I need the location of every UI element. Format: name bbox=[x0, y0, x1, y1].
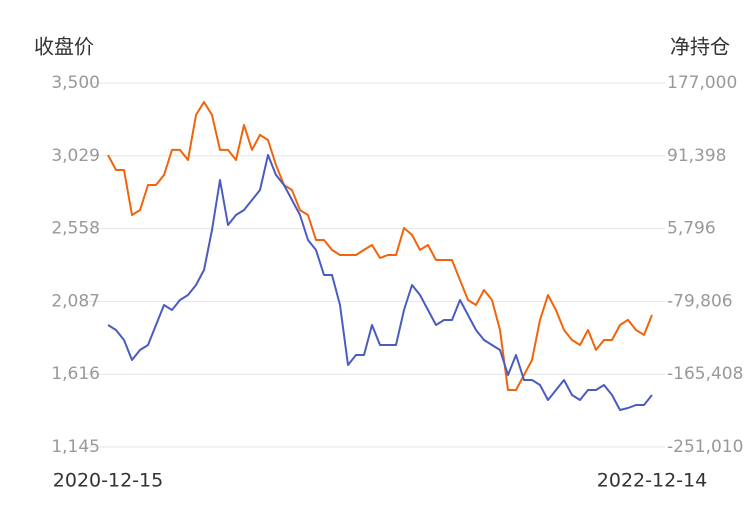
y2-tick-label: 5,796 bbox=[667, 219, 716, 239]
y-tick-label: 2,558 bbox=[51, 219, 100, 239]
y-tick-label: 1,616 bbox=[51, 364, 100, 384]
y2-tick-label: 91,398 bbox=[667, 146, 726, 166]
y2-tick-label: 177,000 bbox=[667, 73, 737, 93]
y2-tick-label: -251,010 bbox=[667, 437, 743, 457]
x-tick-label: 2020-12-15 bbox=[53, 470, 163, 492]
y-tick-label: 2,087 bbox=[51, 291, 100, 311]
y-tick-label: 1,145 bbox=[51, 437, 100, 457]
y-axis-title: 收盘价 bbox=[34, 35, 94, 59]
y-tick-label: 3,029 bbox=[51, 146, 100, 166]
y-tick-label: 3,500 bbox=[51, 73, 100, 93]
y2-tick-label: -79,806 bbox=[667, 291, 733, 311]
series-line bbox=[107, 154, 653, 411]
series-line bbox=[107, 101, 653, 391]
y2-tick-label: -165,408 bbox=[667, 364, 743, 384]
x-tick-label: 2022-12-14 bbox=[597, 470, 707, 492]
y2-axis-title: 净持仓 bbox=[670, 35, 730, 59]
